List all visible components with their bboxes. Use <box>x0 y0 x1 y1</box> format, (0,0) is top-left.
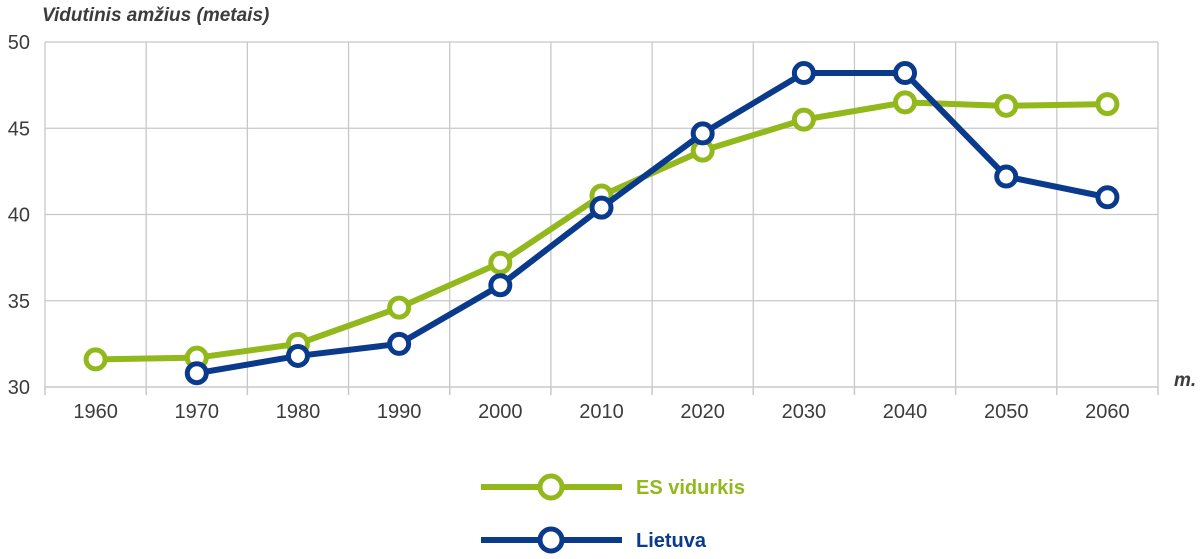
y-tick-label: 35 <box>8 291 30 313</box>
legend-label: ES vidurkis <box>636 477 745 499</box>
data-point <box>387 331 412 356</box>
data-point <box>994 93 1019 118</box>
data-point <box>387 295 412 320</box>
y-tick-labels: 30 35 40 45 50 <box>8 32 30 399</box>
data-point <box>184 361 209 386</box>
data-point <box>488 273 513 298</box>
y-axis-label: Vidutinis amžius (metais) <box>42 5 269 26</box>
x-tick-label: 1980 <box>276 401 321 423</box>
grid <box>44 41 1159 395</box>
data-point <box>994 164 1019 189</box>
x-tick-labels: 1960 1970 1980 1990 2000 2010 2020 2030 2040 2050… <box>73 401 1129 423</box>
x-tick-label: 2020 <box>680 401 725 423</box>
y-tick-label: 30 <box>8 377 30 399</box>
y-tick-label: 45 <box>8 118 30 140</box>
y-tick-label: 50 <box>8 32 30 54</box>
x-tick-label: 2030 <box>782 401 827 423</box>
series-lietuva <box>184 61 1120 386</box>
legend-label: Lietuva <box>636 530 707 552</box>
legend-swatch-marker <box>537 473 565 501</box>
x-tick-label: 2000 <box>478 401 523 423</box>
data-point <box>589 195 614 220</box>
series-layer <box>83 61 1120 386</box>
data-point <box>1095 92 1120 117</box>
data-point <box>893 90 918 115</box>
data-point <box>285 343 310 368</box>
y-tick-label: 40 <box>8 205 30 227</box>
x-tick-label: 1970 <box>175 401 220 423</box>
x-tick-label: 1990 <box>377 401 422 423</box>
x-tick-label: 2050 <box>984 401 1029 423</box>
legend-item: Lietuva <box>481 526 707 554</box>
data-point <box>488 250 513 275</box>
x-tick-label: 2040 <box>883 401 928 423</box>
data-point <box>791 61 816 86</box>
data-point <box>1095 185 1120 210</box>
x-tick-label: 1960 <box>73 401 118 423</box>
series-line <box>193 70 1111 377</box>
data-point <box>893 61 918 86</box>
data-point <box>83 347 108 372</box>
data-point <box>690 121 715 146</box>
legend-item: ES vidurkis <box>481 473 745 501</box>
legend-swatch-marker <box>537 526 565 554</box>
legend: ES vidurkis Lietuva <box>481 473 745 554</box>
x-tick-label: 2010 <box>579 401 624 423</box>
x-tick-label: 2060 <box>1085 401 1130 423</box>
x-axis-label: m. <box>1174 370 1196 391</box>
data-point <box>791 107 816 132</box>
